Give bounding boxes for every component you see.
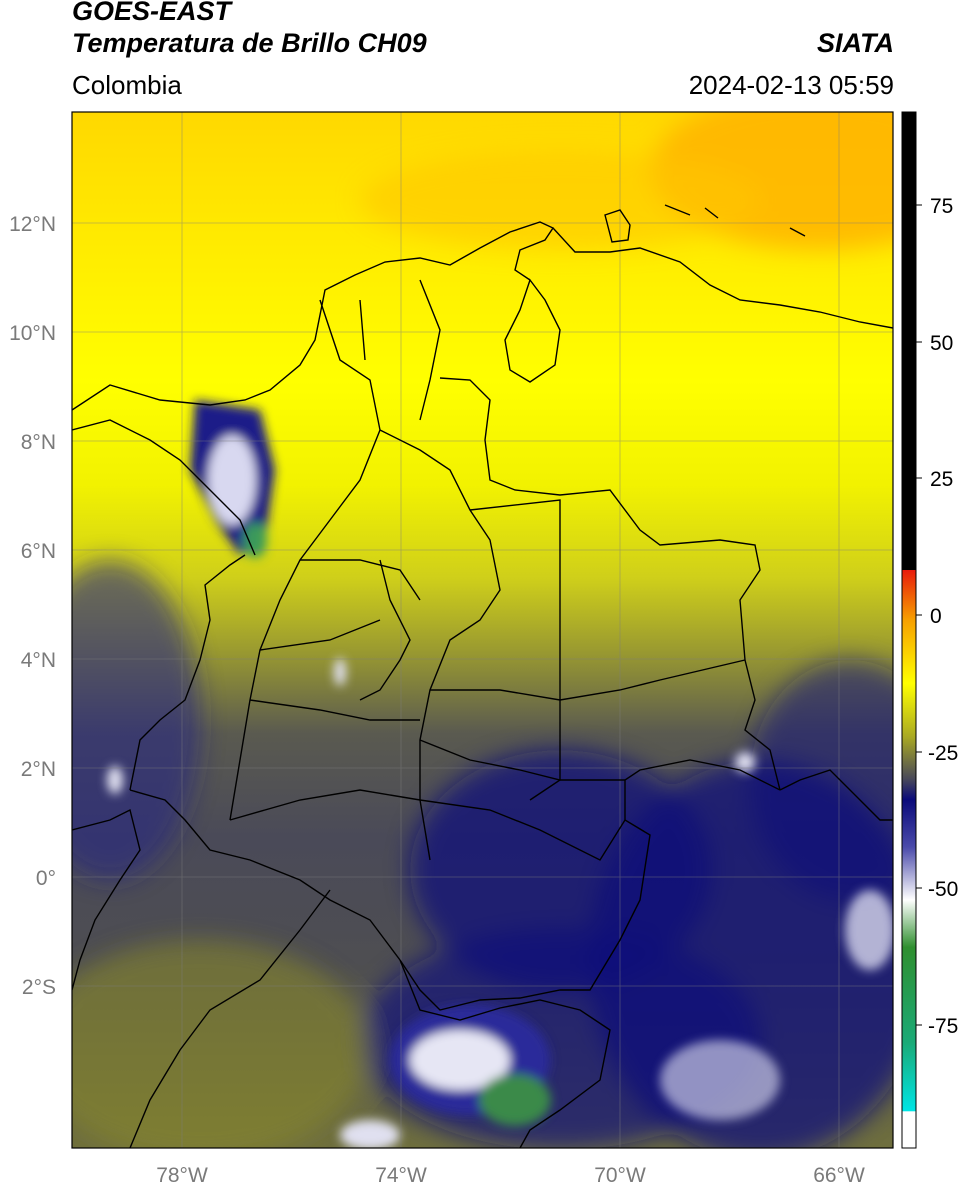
colorbar: 75 50 25 0 -25 -50 -75 — [901, 111, 958, 1149]
latitude-labels: 12°N 10°N 8°N 6°N 4°N 2°N 0° 2°S — [9, 213, 56, 999]
colorbar-label: 0 — [930, 605, 942, 628]
colorbar-label: -25 — [928, 742, 958, 765]
coastlines-and-borders — [72, 204, 893, 1148]
colombia-brazil-border — [399, 759, 781, 1011]
colorbar-red-segment — [902, 570, 916, 620]
brightness-temperature-field — [72, 112, 893, 1148]
lat-label: 2°N — [21, 758, 56, 781]
colorbar-gradient — [902, 620, 916, 1148]
ecuador-coastline — [72, 808, 141, 991]
colombia-south-border — [129, 789, 401, 961]
map-frame — [71, 111, 894, 1149]
lake-maracaibo — [504, 278, 561, 383]
lat-label: 0° — [36, 867, 56, 890]
lon-label: 70°W — [594, 1164, 646, 1187]
colorbar-label: -50 — [928, 878, 958, 901]
lat-label: 2°S — [22, 976, 56, 999]
pacific-coastline — [129, 554, 246, 791]
lon-label: 66°W — [813, 1164, 865, 1187]
organization-name: SIATA — [817, 28, 894, 58]
colorbar-frame — [901, 111, 917, 1149]
aruba-curacao — [604, 209, 631, 243]
lat-label: 4°N — [21, 649, 56, 672]
map-title-block: GOES-EAST Temperatura de Brillo CH09 SIA… — [72, 0, 894, 110]
product-name: Temperatura de Brillo CH09 — [72, 28, 427, 58]
longitude-labels: 78°W 74°W 70°W 66°W — [156, 1164, 865, 1187]
colorbar-label: 25 — [930, 468, 953, 491]
colorbar-label: 50 — [930, 332, 953, 355]
lon-label: 74°W — [375, 1164, 427, 1187]
lon-label: 78°W — [156, 1164, 208, 1187]
graticule — [72, 112, 893, 1148]
panama-outline — [72, 419, 256, 556]
lat-label: 8°N — [21, 431, 56, 454]
satellite-name: GOES-EAST — [72, 0, 232, 26]
colorbar-label: -75 — [928, 1015, 958, 1038]
caribbean-coastline — [72, 221, 555, 411]
colombia-venezuela-border — [439, 377, 781, 791]
lat-label: 12°N — [9, 213, 56, 236]
lat-label: 6°N — [21, 540, 56, 563]
lat-label: 10°N — [9, 322, 56, 345]
colorbar-black-segment — [902, 112, 916, 570]
timestamp: 2024-02-13 05:59 — [688, 70, 894, 100]
colorbar-label: 75 — [930, 195, 953, 218]
venezuela-coastline — [552, 227, 893, 329]
region-name: Colombia — [72, 70, 182, 100]
peru-brazil-border — [399, 959, 611, 1148]
